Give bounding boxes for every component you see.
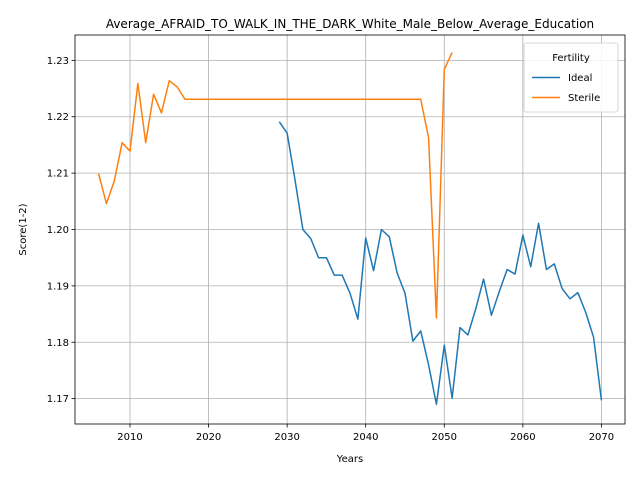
y-tick-label: 1.18	[47, 338, 69, 349]
x-tick-label: 2020	[196, 432, 221, 443]
x-tick-label: 2050	[432, 432, 457, 443]
y-tick-label: 1.22	[47, 112, 69, 123]
legend: Fertility Ideal Sterile	[524, 43, 618, 112]
chart-title: Average_AFRAID_TO_WALK_IN_THE_DARK_White…	[106, 17, 594, 31]
x-tick-label: 2060	[510, 432, 535, 443]
y-tick-label: 1.20	[47, 225, 69, 236]
legend-title: Fertility	[552, 53, 590, 64]
x-axis-label: Years	[336, 454, 363, 465]
y-tick-label: 1.23	[47, 56, 69, 67]
y-axis-label: Score(1-2)	[18, 203, 29, 255]
x-tick-label: 2040	[353, 432, 378, 443]
y-tick-label: 1.17	[47, 394, 69, 405]
x-tick-label: 2010	[117, 432, 142, 443]
y-tick-label: 1.21	[47, 169, 69, 180]
legend-label-ideal: Ideal	[568, 73, 592, 84]
y-tick-label: 1.19	[47, 281, 69, 292]
x-tick-label: 2070	[589, 432, 614, 443]
x-tick-label: 2030	[274, 432, 299, 443]
legend-label-sterile: Sterile	[568, 93, 600, 104]
